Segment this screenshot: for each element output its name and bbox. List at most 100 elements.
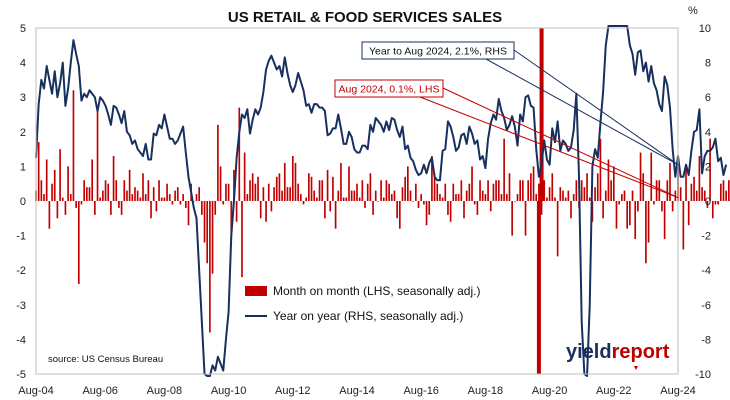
- plot-frame: [35, 27, 679, 375]
- mom-bar: [99, 197, 102, 201]
- mom-bar: [96, 111, 99, 201]
- mom-bar: [86, 187, 88, 201]
- mom-bar: [75, 201, 77, 208]
- mom-bar: [310, 176, 313, 201]
- mom-bar: [297, 183, 299, 201]
- mom-bar: [532, 166, 535, 201]
- mom-bar: [722, 180, 725, 201]
- line-series: [35, 25, 728, 377]
- mom-bar: [516, 194, 519, 201]
- mom-bar: [559, 187, 562, 201]
- mom-bar: [653, 201, 655, 205]
- mom-bar: [348, 166, 350, 201]
- mom-bar: [548, 187, 551, 201]
- mom-bar: [401, 187, 404, 201]
- mom-bar: [479, 180, 481, 201]
- mom-bar: [142, 173, 144, 201]
- mom-bar: [206, 201, 209, 264]
- mom-bar: [37, 142, 40, 201]
- mom-bar: [267, 183, 270, 201]
- mom-bar: [693, 176, 695, 201]
- mom-bar: [361, 180, 364, 201]
- x-tick-label: Aug-04: [18, 385, 53, 397]
- mom-bar: [241, 201, 243, 278]
- x-tick-label: Aug-24: [660, 385, 695, 397]
- x-tick-label: Aug-20: [532, 385, 567, 397]
- mom-bar: [374, 190, 377, 201]
- mom-bar: [377, 201, 380, 202]
- mom-bar: [621, 194, 623, 201]
- mom-bar: [270, 201, 273, 212]
- mom-bar: [286, 187, 289, 201]
- mom-bar: [144, 194, 147, 201]
- mom-bar: [273, 187, 275, 201]
- mom-bar: [332, 176, 334, 201]
- mom-bar: [393, 190, 396, 201]
- mom-bar: [217, 124, 219, 201]
- mom-bar: [275, 176, 278, 201]
- yieldreport-logo: yieldreport: [566, 341, 670, 370]
- mom-bar: [342, 197, 345, 201]
- mom-bar: [152, 187, 155, 201]
- mom-bar: [201, 201, 203, 215]
- mom-bar: [300, 194, 302, 201]
- mom-bar: [679, 187, 682, 201]
- mom-bar: [195, 194, 198, 201]
- mom-bar: [634, 201, 637, 240]
- mom-bar: [481, 190, 484, 201]
- left-tick-label: -2: [16, 265, 26, 277]
- logo-marker: [634, 366, 638, 370]
- mom-bar: [326, 169, 329, 201]
- mom-bar: [398, 201, 401, 229]
- mom-bar: [607, 159, 610, 201]
- mom-bar: [457, 194, 460, 201]
- mom-bar: [51, 183, 53, 201]
- mom-bar: [546, 197, 548, 201]
- mom-bar: [246, 194, 249, 201]
- mom-bar: [564, 197, 567, 201]
- mom-bar: [484, 194, 487, 201]
- mom-bar: [687, 201, 690, 226]
- mom-bar: [468, 183, 471, 201]
- x-tick-label: Aug-14: [339, 385, 374, 397]
- right-tick-label: 10: [699, 23, 711, 35]
- mom-bar: [505, 194, 508, 201]
- mom-bar: [128, 169, 131, 201]
- mom-bar: [645, 201, 647, 264]
- mom-bar: [431, 156, 433, 201]
- mom-bar: [126, 190, 128, 201]
- mom-bar: [166, 183, 168, 201]
- mom-bar: [243, 152, 246, 201]
- mom-bar: [382, 197, 385, 201]
- mom-bar: [415, 183, 417, 201]
- mom-bar: [53, 169, 56, 201]
- mom-bar-offscale: [539, 28, 544, 201]
- mom-bar: [661, 201, 663, 212]
- mom-bar: [353, 190, 356, 201]
- annotation-mom-text: Aug 2024, 0.1%, LHS: [339, 84, 440, 96]
- mom-bar: [460, 180, 463, 201]
- mom-bar: [514, 201, 516, 202]
- mom-bar: [40, 180, 43, 201]
- mom-bar: [345, 197, 348, 201]
- mom-bar: [238, 107, 241, 201]
- mom-bar: [423, 201, 425, 205]
- mom-bar: [59, 149, 61, 201]
- mom-bar: [583, 187, 586, 201]
- mom-bar: [265, 201, 267, 222]
- legend-line-label: Year on year (RHS, seasonally adj.): [273, 309, 463, 323]
- mom-bar: [612, 166, 615, 201]
- mom-bar: [80, 201, 83, 205]
- mom-bar-offscale: [536, 201, 541, 374]
- logo-part-1: yield: [566, 341, 612, 363]
- mom-bar: [671, 201, 674, 212]
- mom-bar: [604, 190, 607, 201]
- right-tick-label: 2: [705, 161, 711, 173]
- mom-bar: [420, 194, 423, 201]
- mom-bar: [554, 197, 556, 201]
- mom-bar: [136, 190, 139, 201]
- mom-bar: [88, 187, 91, 201]
- left-tick-label: 5: [20, 23, 26, 35]
- left-tick-label: 4: [20, 58, 26, 70]
